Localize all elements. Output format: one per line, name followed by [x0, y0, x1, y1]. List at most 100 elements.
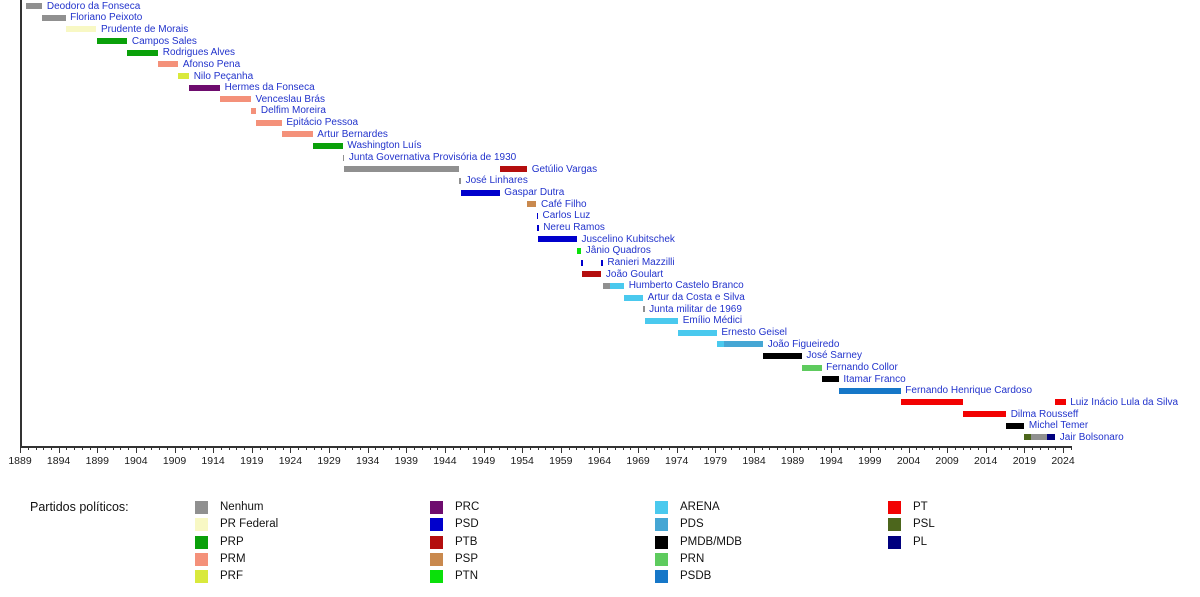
legend-swatch-pmdb-mdb	[655, 535, 668, 549]
x-axis-year-label: 1939	[394, 455, 418, 467]
x-axis-major-tick	[869, 446, 871, 453]
x-axis-minor-tick	[359, 446, 361, 450]
x-axis-minor-tick	[823, 446, 825, 450]
president-name-label: Jair Bolsonaro	[1059, 431, 1124, 443]
term-bar	[624, 294, 644, 301]
president-name-label: João Goulart	[605, 268, 664, 280]
x-axis-minor-tick	[390, 446, 392, 450]
x-axis-major-tick	[560, 446, 562, 453]
term-bar	[644, 317, 679, 324]
president-name-label: Deodoro da Fonseca	[46, 0, 141, 12]
x-axis-minor-tick	[166, 446, 168, 450]
term-bar	[801, 364, 822, 371]
president-name-label: Humberto Castelo Branco	[628, 280, 744, 292]
x-axis-minor-tick	[506, 446, 508, 450]
president-name-label: Delfim Moreira	[260, 105, 326, 117]
legend-swatch-prf	[195, 570, 208, 583]
x-axis-minor-tick	[491, 446, 493, 450]
legend-swatch-prm	[195, 552, 208, 566]
legend-label: PRP	[220, 535, 244, 548]
x-axis-minor-tick	[931, 446, 933, 450]
legend-label: ARENA	[680, 501, 720, 513]
president-name-label: Prudente de Morais	[101, 23, 189, 35]
x-axis-minor-tick	[228, 446, 230, 450]
x-axis-minor-tick	[352, 446, 354, 450]
x-axis-minor-tick	[89, 446, 91, 450]
legend-swatch-psp	[430, 552, 443, 566]
x-axis-major-tick	[58, 446, 60, 453]
plot-area: Deodoro da Fonseca Floriano Peixoto Pruden…	[8, 0, 1178, 467]
x-axis-major-tick	[20, 446, 21, 453]
x-axis-major-tick	[135, 446, 137, 453]
x-axis-minor-tick	[1001, 446, 1003, 450]
x-axis-minor-tick	[900, 446, 902, 450]
x-axis-minor-tick	[800, 446, 802, 450]
legend-label: PRM	[220, 552, 246, 565]
x-axis-minor-tick	[298, 446, 300, 450]
x-axis-major-tick	[483, 446, 485, 453]
x-axis-major-tick	[522, 446, 524, 453]
x-axis-minor-tick	[383, 446, 385, 450]
legend-label: PTN	[455, 570, 478, 582]
term-bar	[601, 259, 603, 266]
x-axis-major-tick	[406, 446, 408, 453]
x-axis-minor-tick	[205, 446, 207, 450]
president-name-label: José Linhares	[465, 175, 528, 187]
legend-label: PSDB	[680, 570, 712, 582]
president-name-label: João Figueiredo	[767, 338, 840, 350]
x-axis-minor-tick	[723, 446, 725, 450]
term-bar	[610, 282, 625, 289]
term-bar	[1024, 434, 1032, 441]
term-bar	[26, 3, 43, 9]
president-name-label: Nilo Peçanha	[193, 70, 254, 82]
term-bar	[220, 96, 251, 103]
president-name-label: Rodrigues Alves	[162, 47, 236, 59]
term-bar	[577, 247, 582, 254]
x-axis-minor-tick	[1032, 446, 1034, 450]
x-axis-minor-tick	[622, 446, 624, 450]
x-axis-minor-tick	[978, 446, 979, 450]
x-axis-major-tick	[329, 446, 330, 453]
x-axis-major-tick	[715, 446, 717, 453]
x-axis-year-label: 1954	[510, 455, 534, 467]
x-axis-minor-tick	[50, 446, 52, 450]
x-axis-minor-tick	[452, 446, 454, 450]
term-bar	[178, 73, 190, 79]
x-axis-minor-tick	[877, 446, 879, 450]
x-axis-minor-tick	[112, 446, 114, 450]
president-name-label: Gaspar Dutra	[504, 187, 565, 199]
legend-swatch-psdb	[655, 570, 668, 583]
term-bar	[723, 341, 764, 348]
x-axis-year-label: 2009	[935, 455, 959, 467]
president-name-label: Fernando Collor	[826, 362, 898, 373]
president-name-label: Jânio Quadros	[585, 245, 651, 257]
term-bar	[821, 376, 839, 383]
president-name-label: Junta Governativa Provisória de 1930	[348, 152, 517, 164]
x-axis-minor-tick	[429, 446, 431, 450]
x-axis-minor-tick	[962, 446, 964, 450]
x-axis-major-tick	[985, 446, 987, 453]
x-axis-minor-tick	[784, 446, 786, 450]
president-name-label: Café Filho	[541, 198, 587, 210]
president-name-label: Michel Temer	[1028, 420, 1089, 432]
term-bar	[256, 119, 282, 126]
x-axis-minor-tick	[414, 446, 415, 450]
x-axis-major-tick	[1024, 446, 1026, 453]
legend-label: PSP	[455, 552, 479, 565]
x-axis-minor-tick	[220, 446, 222, 450]
legend-swatch-pl	[888, 535, 901, 549]
x-axis-year-label: 1919	[240, 455, 264, 467]
x-axis-major-tick	[97, 446, 99, 453]
x-axis-minor-tick	[182, 446, 184, 450]
x-axis-minor-tick	[993, 446, 995, 450]
x-axis-minor-tick	[699, 446, 701, 450]
x-axis-minor-tick	[916, 446, 918, 450]
x-axis-major-tick	[444, 446, 446, 453]
x-axis-minor-tick	[236, 446, 238, 450]
x-axis-minor-tick	[970, 446, 972, 450]
term-bar	[838, 387, 901, 394]
x-axis-minor-tick	[499, 446, 500, 450]
x-axis-year-label: 1949	[471, 455, 496, 467]
x-axis-minor-tick	[684, 446, 686, 450]
x-axis-year-label: 1979	[703, 455, 727, 467]
